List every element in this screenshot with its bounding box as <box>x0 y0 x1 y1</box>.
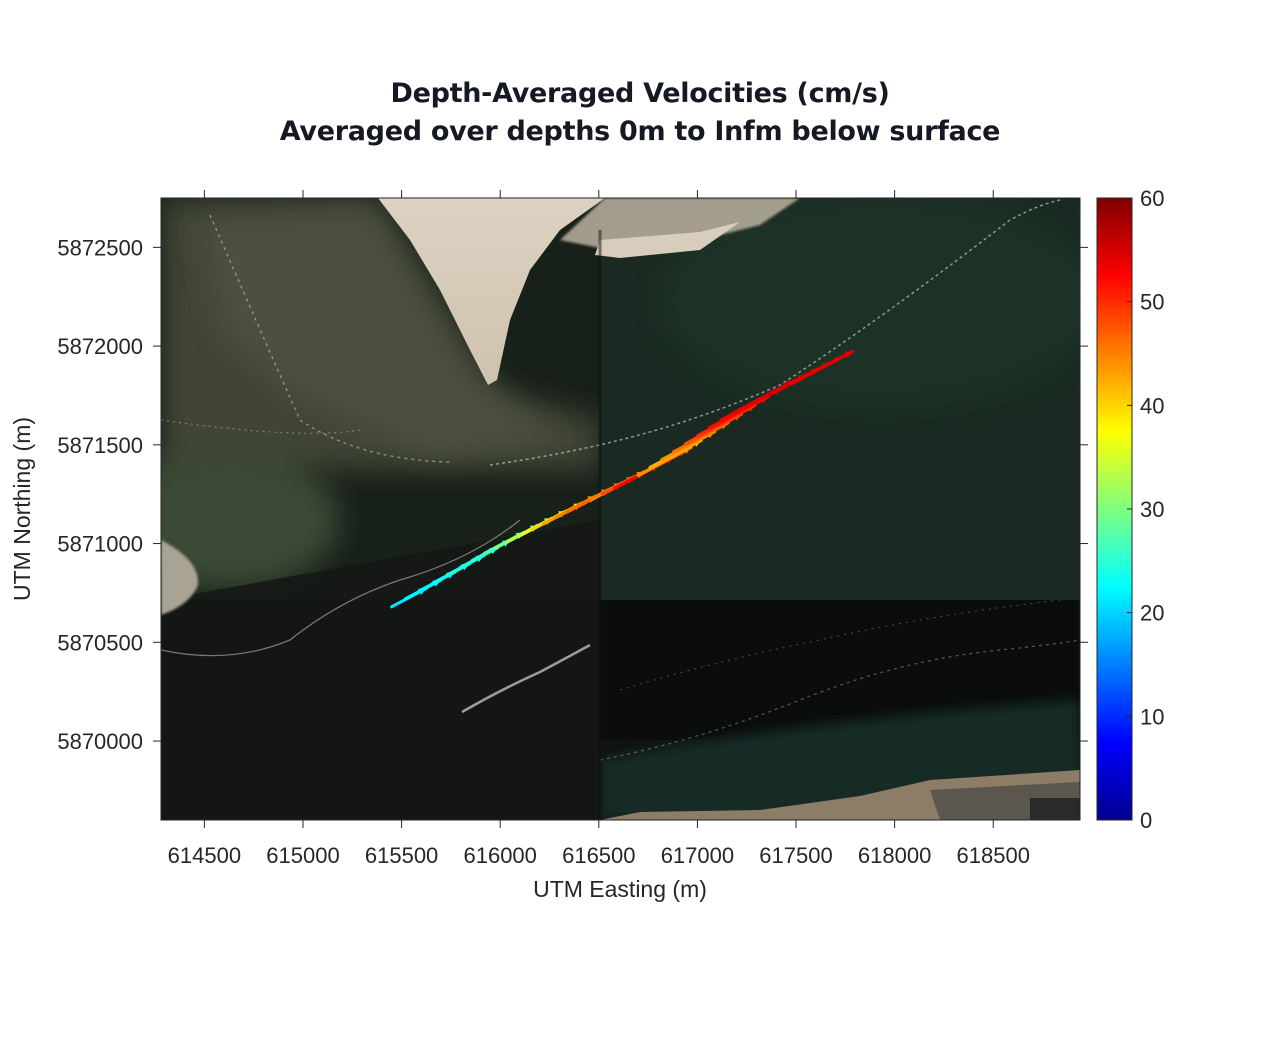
colorbar-gradient <box>1096 197 1133 821</box>
x-tick-label: 618000 <box>858 843 931 868</box>
x-axis-ticks: 614500 615000 615500 616000 616500 617000 6175… <box>168 190 1030 868</box>
colorbar-tick-label: 50 <box>1140 290 1164 315</box>
y-tick-label: 5870500 <box>57 630 143 655</box>
y-tick-label: 5870000 <box>57 729 143 754</box>
x-tick-label: 617500 <box>759 843 832 868</box>
colorbar-tick-label: 20 <box>1140 601 1164 626</box>
plot-frame <box>160 197 1081 821</box>
x-tick-label: 615500 <box>365 843 438 868</box>
vector-arrowhead <box>844 351 853 358</box>
x-tick-label: 616000 <box>463 843 536 868</box>
x-tick-label: 614500 <box>168 843 241 868</box>
velocity-vector-field <box>390 349 855 609</box>
y-axis-label: UTM Northing (m) <box>9 417 35 601</box>
chart-title: Depth-Averaged Velocities (cm/s) <box>390 78 890 109</box>
y-tick-label: 5871000 <box>57 532 143 557</box>
x-tick-label: 616500 <box>562 843 635 868</box>
x-axis-label: UTM Easting (m) <box>533 876 707 902</box>
colorbar-tick-label: 10 <box>1140 704 1164 729</box>
colorbar-ticks: 0 10 20 30 40 50 60 <box>1127 186 1164 833</box>
colorbar-tick-label: 30 <box>1140 497 1164 522</box>
colorbar: 0 10 20 30 40 50 60 <box>1096 186 1164 833</box>
y-axis-ticks: 5870000 5870500 5871000 5871500 5872000 58725… <box>57 235 1088 754</box>
y-tick-label: 5872000 <box>57 334 143 359</box>
velocity-vector <box>790 349 855 386</box>
colorbar-tick-label: 40 <box>1140 393 1164 418</box>
x-tick-label: 615000 <box>266 843 339 868</box>
y-tick-label: 5871500 <box>57 433 143 458</box>
x-tick-label: 617000 <box>661 843 734 868</box>
x-tick-label: 618500 <box>957 843 1030 868</box>
colorbar-tick-label: 0 <box>1140 808 1152 833</box>
colorbar-tick-label: 60 <box>1140 186 1164 211</box>
y-tick-label: 5872500 <box>57 235 143 260</box>
chart-subtitle: Averaged over depths 0m to Infm below su… <box>279 116 1001 147</box>
satellite-map-background <box>161 198 1080 820</box>
